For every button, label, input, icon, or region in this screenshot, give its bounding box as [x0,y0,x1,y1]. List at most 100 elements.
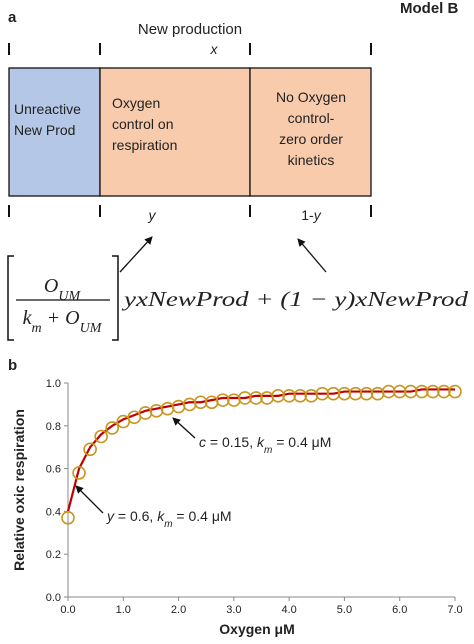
y-tick-label: 0.8 [46,421,61,433]
text-part: 1- [301,207,314,223]
y-tick-label: 0.0 [46,592,61,604]
text-part: = 0.4 μM [173,508,232,524]
box-text: zero order [279,131,343,147]
arrow [297,238,327,273]
x-tick-label: 2.0 [171,604,186,616]
box-text: control on [112,116,173,132]
box-text: kinetics [288,152,335,168]
marker [304,389,319,403]
text-part: c [199,434,206,450]
x-tick-label: 7.0 [447,604,462,616]
bracket [7,255,14,341]
marker [249,391,263,405]
marker [72,466,86,480]
rich-text: 1-y [301,207,321,223]
marker [426,384,440,399]
marker [293,389,308,403]
y-tick-label: 0.6 [46,464,61,476]
x-tick-label: 3.0 [226,604,241,616]
text-part: m [32,321,42,336]
marker [260,391,274,405]
marker [105,421,120,435]
text-part: yxNewProd + (1 − y)xNewProd [121,287,468,311]
x-tick-label: 6.0 [392,604,407,616]
y-tick-label: 0.2 [46,549,61,561]
panel-label: a [8,9,17,26]
text-part: m [264,445,272,456]
box-text: control- [288,110,335,126]
marker [415,384,429,399]
marker [94,429,108,444]
x-tick-label: 0.0 [60,604,75,616]
marker [238,391,252,405]
header: New production [138,21,242,38]
marker [337,386,352,401]
rich-text: c = 0.15, km = 0.4 μM [199,434,331,456]
bracket [112,255,119,341]
x-tick-label: 4.0 [281,604,296,616]
marker [448,384,462,399]
text-part: + O [42,307,80,329]
marker [227,393,241,407]
marker [193,395,208,410]
box-text: Oxygen [112,95,160,111]
text-part: k [23,307,33,329]
marker [83,442,97,457]
text-part: y [148,207,157,223]
marker [204,395,219,410]
text-part: k [257,434,265,450]
marker [271,389,285,403]
panel-label: b [8,357,17,374]
header-var: x [210,41,219,57]
box [99,67,251,197]
marker [315,386,330,401]
box-text: New Prod [14,122,75,138]
text-part: = 0.6, [114,508,157,524]
text-part: m [164,519,172,530]
x-tick-label: 1.0 [116,604,131,616]
marker [149,404,164,418]
text-part: UM [58,289,81,304]
ticks-top [8,43,372,217]
marker [282,389,296,403]
box-text: No Oxygen [276,89,346,105]
marker [348,386,363,401]
text-part: k [157,508,165,524]
text-part: y [106,508,115,524]
marker [216,393,230,407]
rich-text: OUM [44,275,82,304]
text-part: = 0.15, [206,434,257,450]
marker [437,384,451,399]
text-part: UM [80,321,103,336]
box-text: Unreactive [14,101,81,117]
arrow [75,485,104,514]
box [249,67,372,197]
marker [359,386,374,401]
marker [326,386,341,401]
y-tick-label: 0.4 [46,506,61,518]
x-axis-title: Oxygen μM [219,621,294,637]
marker [370,386,385,401]
rich-text: yxNewProd + (1 − y)xNewProd [121,287,468,311]
marker [381,384,396,399]
y-tick-label: 1.0 [46,378,61,390]
text-part: y [313,207,322,223]
arrow [172,417,196,439]
box-text: respiration [112,137,177,153]
y-axis-title: Relative oxic respiration [11,409,27,571]
line [66,388,455,512]
marker [160,401,175,416]
marker [61,511,75,525]
arrow [119,236,153,273]
marker [171,399,186,414]
text-part: = 0.4 μM [272,434,331,450]
model-title: Model B [400,0,458,17]
rich-text: y [148,207,157,223]
x-tick-label: 5.0 [337,604,352,616]
marker [182,397,197,412]
rich-text: km + OUM [23,307,103,336]
marker [392,384,407,399]
text-part: O [44,275,58,297]
